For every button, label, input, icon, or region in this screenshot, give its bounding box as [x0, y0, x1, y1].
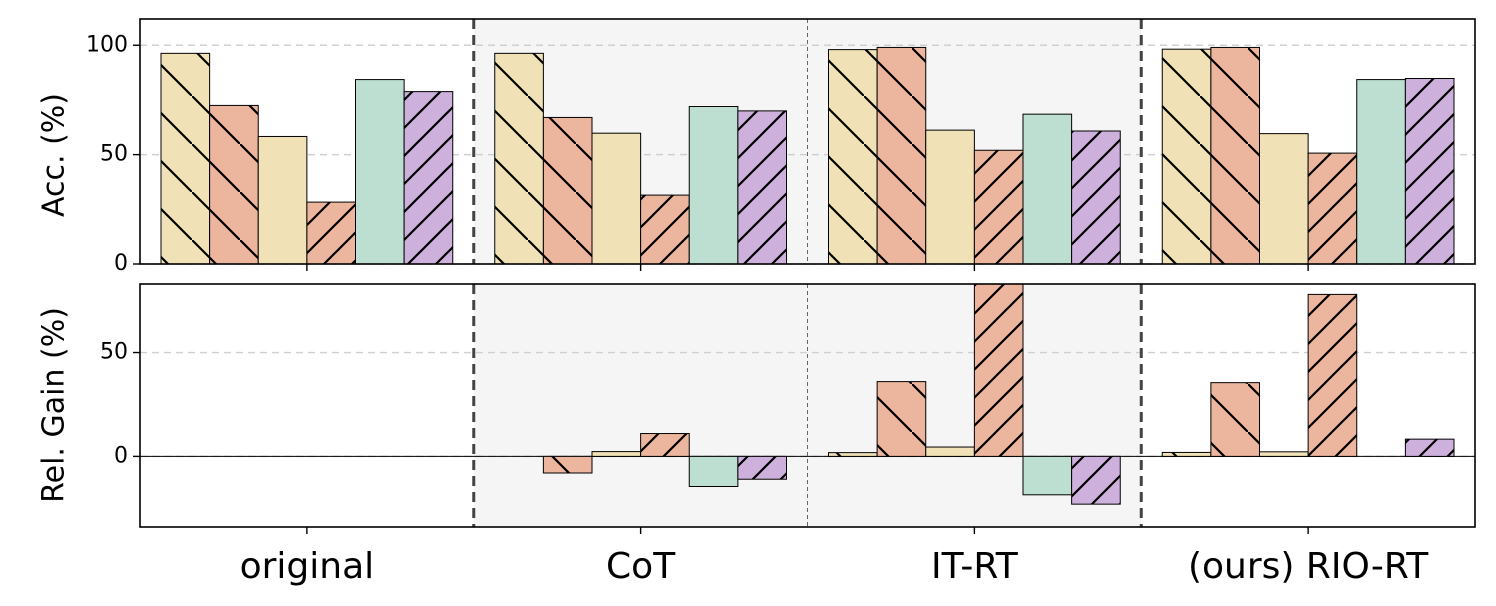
x-category-labels: original CoT IT-RT (ours) RIO-RT [240, 527, 1429, 587]
acc-bar-2-2 [925, 130, 975, 264]
gain-bar-hatch-2-3 [974, 284, 1023, 457]
acc-bar-hatch-2-5 [1071, 131, 1121, 264]
gain-bar-outline-2-5 [1071, 455, 1121, 505]
acc-bar-hatch-3-3 [1308, 153, 1357, 264]
gain-bar-hatch-3-3 [1308, 294, 1357, 457]
acc-bar-hatch-1-0 [494, 53, 544, 264]
gain-axes-frame [139, 283, 1476, 528]
acc-y-tick-label-0: 0 [114, 251, 128, 276]
gain-bar-hatch-1-1 [543, 456, 592, 473]
gain-bar-outline-3-5 [1404, 438, 1455, 457]
gain-bar-hatch-1-5 [737, 456, 787, 480]
gain-y-tick-label-1: 50 [100, 340, 128, 365]
gain-bar-hatch-3-1 [1210, 382, 1260, 457]
gain-bar-3-2 [1259, 451, 1309, 457]
acc-bar-1-4 [689, 106, 738, 264]
acc-bar-hatch-1-1 [543, 117, 592, 264]
acc-bar-hatch-3-1 [1210, 47, 1260, 264]
relative-gain-panel: 0 50 [100, 283, 1476, 528]
y-axis-label-relative-gain: Rel. Gain (%) [37, 307, 72, 503]
acc-bar-3-4 [1356, 79, 1406, 264]
gain-bar-hatch-3-0 [1162, 452, 1211, 457]
gain-bar-1-2 [592, 451, 641, 457]
acc-bar-hatch-0-3 [306, 202, 356, 264]
accuracy-panel: 0 50 100 [86, 18, 1476, 276]
gain-bar-outline-3-1 [1210, 382, 1260, 457]
gain-bar-hatch-2-1 [877, 381, 926, 457]
acc-bar-hatch-3-5 [1405, 78, 1454, 264]
acc-axes-frame [139, 18, 1476, 265]
acc-bar-3-2 [1259, 133, 1309, 264]
acc-bar-hatch-1-5 [737, 110, 787, 264]
gain-bar-hatch-2-0 [828, 452, 878, 457]
acc-bar-1-2 [592, 133, 641, 264]
gain-bar-2-2 [925, 447, 975, 457]
acc-bar-0-2 [258, 136, 307, 264]
x-category-label-2: IT-RT [931, 546, 1019, 587]
acc-bar-hatch-0-5 [404, 91, 453, 264]
gain-bar-2-4 [1023, 456, 1072, 495]
gain-bar-outline-1-1 [542, 455, 593, 474]
x-category-label-3: (ours) RIO-RT [1188, 546, 1429, 587]
acc-y-tick-label-1: 50 [100, 142, 128, 167]
gain-y-tick-label-0: 0 [114, 443, 128, 468]
gain-bar-hatch-1-3 [640, 433, 690, 457]
acc-y-tick-label-2: 100 [86, 32, 128, 57]
acc-bar-hatch-2-1 [877, 47, 926, 264]
acc-bar-hatch-0-1 [209, 105, 259, 264]
x-category-label-1: CoT [606, 546, 676, 587]
acc-bar-0-4 [355, 79, 405, 264]
y-axis-label-accuracy: Acc. (%) [37, 93, 72, 217]
acc-bar-hatch-2-0 [828, 49, 878, 264]
acc-bar-2-4 [1023, 114, 1072, 264]
acc-bar-hatch-2-3 [974, 150, 1023, 264]
gain-bar-1-4 [689, 456, 738, 487]
acc-bar-hatch-3-0 [1162, 49, 1211, 264]
gain-bar-outline-1-5 [737, 455, 787, 480]
gain-bar-hatch-3-5 [1405, 439, 1454, 457]
gain-bar-outline-3-3 [1307, 293, 1358, 457]
gain-bar-outline-2-1 [876, 381, 927, 457]
gain-bar-outline-1-3 [640, 433, 690, 457]
acc-bar-hatch-1-3 [640, 195, 690, 264]
acc-bar-hatch-0-0 [161, 53, 210, 264]
gain-bar-hatch-2-5 [1071, 456, 1121, 505]
x-category-label-0: original [240, 546, 375, 587]
